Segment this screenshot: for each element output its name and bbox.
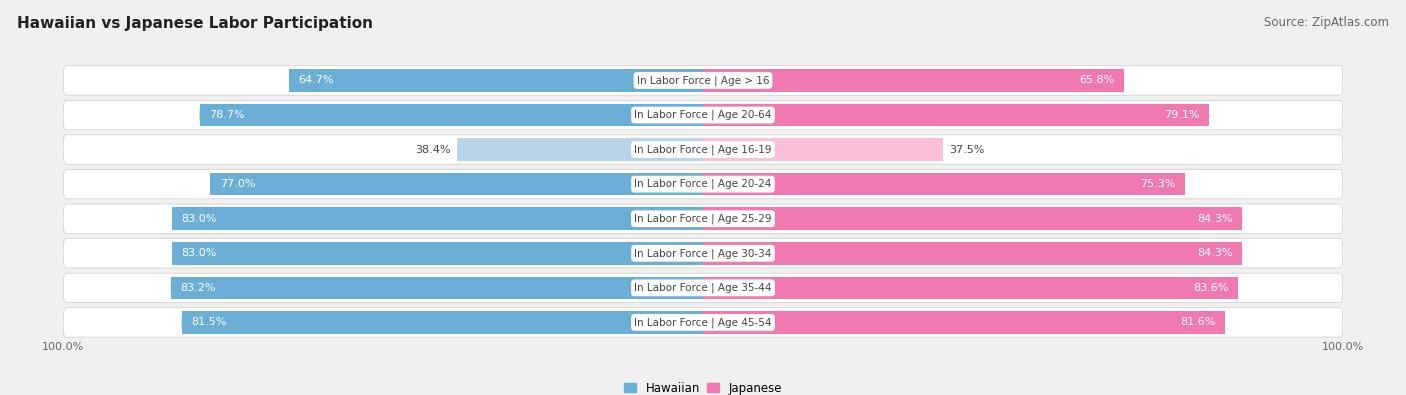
Text: 37.5%: 37.5%	[949, 145, 984, 154]
Text: In Labor Force | Age 45-54: In Labor Force | Age 45-54	[634, 317, 772, 328]
Bar	[703, 104, 1206, 126]
Bar	[181, 311, 184, 334]
FancyBboxPatch shape	[63, 135, 1343, 164]
FancyBboxPatch shape	[63, 204, 1343, 233]
Bar	[201, 104, 703, 126]
Bar	[174, 207, 703, 230]
Circle shape	[172, 242, 176, 265]
Text: 65.8%: 65.8%	[1078, 75, 1115, 85]
Bar	[460, 138, 703, 161]
Circle shape	[1239, 207, 1243, 230]
FancyBboxPatch shape	[63, 239, 1343, 268]
Text: 77.0%: 77.0%	[219, 179, 256, 189]
Bar	[212, 173, 703, 196]
Bar	[1240, 242, 1243, 265]
Text: 84.3%: 84.3%	[1197, 214, 1233, 224]
Bar	[291, 69, 703, 92]
Bar	[703, 138, 941, 161]
Bar	[1223, 311, 1225, 334]
Text: In Labor Force | Age 20-24: In Labor Force | Age 20-24	[634, 179, 772, 190]
Text: In Labor Force | Age 25-29: In Labor Force | Age 25-29	[634, 213, 772, 224]
FancyBboxPatch shape	[63, 169, 1343, 199]
Bar	[941, 138, 943, 161]
Circle shape	[170, 276, 174, 299]
Text: 81.6%: 81.6%	[1180, 318, 1215, 327]
Text: 83.0%: 83.0%	[181, 248, 217, 258]
Text: 83.6%: 83.6%	[1192, 283, 1229, 293]
Text: In Labor Force | Age 16-19: In Labor Force | Age 16-19	[634, 144, 772, 155]
Bar	[1182, 173, 1185, 196]
Bar	[290, 69, 291, 92]
Bar	[703, 276, 1236, 299]
Circle shape	[211, 173, 215, 196]
Bar	[172, 242, 174, 265]
Text: 38.4%: 38.4%	[415, 145, 451, 154]
Circle shape	[1205, 104, 1209, 126]
Bar	[703, 207, 1240, 230]
Bar	[703, 242, 1240, 265]
Bar	[174, 242, 703, 265]
Bar	[457, 138, 460, 161]
Circle shape	[939, 138, 943, 161]
Bar	[173, 276, 703, 299]
Bar	[211, 173, 212, 196]
Circle shape	[172, 207, 176, 230]
Text: 79.1%: 79.1%	[1164, 110, 1199, 120]
Text: 84.3%: 84.3%	[1197, 248, 1233, 258]
Bar	[1122, 69, 1123, 92]
Bar	[200, 104, 201, 126]
Text: 78.7%: 78.7%	[209, 110, 245, 120]
Circle shape	[1239, 242, 1243, 265]
FancyBboxPatch shape	[63, 100, 1343, 130]
Text: Hawaiian vs Japanese Labor Participation: Hawaiian vs Japanese Labor Participation	[17, 16, 373, 31]
Bar	[703, 311, 1223, 334]
Bar	[172, 207, 174, 230]
Legend: Hawaiian, Japanese: Hawaiian, Japanese	[624, 382, 782, 395]
Circle shape	[1233, 276, 1237, 299]
FancyBboxPatch shape	[63, 66, 1343, 95]
FancyBboxPatch shape	[63, 273, 1343, 303]
Circle shape	[200, 104, 204, 126]
Circle shape	[457, 138, 461, 161]
Text: In Labor Force | Age 35-44: In Labor Force | Age 35-44	[634, 282, 772, 293]
Text: 83.0%: 83.0%	[181, 214, 217, 224]
Bar	[170, 276, 173, 299]
FancyBboxPatch shape	[63, 308, 1343, 337]
Circle shape	[1119, 69, 1123, 92]
Text: Source: ZipAtlas.com: Source: ZipAtlas.com	[1264, 16, 1389, 29]
Text: In Labor Force | Age > 16: In Labor Force | Age > 16	[637, 75, 769, 86]
Bar	[1206, 104, 1209, 126]
Text: In Labor Force | Age 20-64: In Labor Force | Age 20-64	[634, 110, 772, 120]
Bar	[703, 69, 1122, 92]
Circle shape	[1181, 173, 1185, 196]
Text: 81.5%: 81.5%	[191, 318, 226, 327]
Text: 83.2%: 83.2%	[180, 283, 217, 293]
Bar	[184, 311, 703, 334]
Text: In Labor Force | Age 30-34: In Labor Force | Age 30-34	[634, 248, 772, 259]
Text: 64.7%: 64.7%	[298, 75, 335, 85]
Circle shape	[1220, 311, 1225, 334]
Bar	[703, 173, 1182, 196]
Bar	[1240, 207, 1243, 230]
Text: 75.3%: 75.3%	[1140, 179, 1175, 189]
Bar	[1236, 276, 1237, 299]
Circle shape	[181, 311, 186, 334]
Circle shape	[290, 69, 294, 92]
